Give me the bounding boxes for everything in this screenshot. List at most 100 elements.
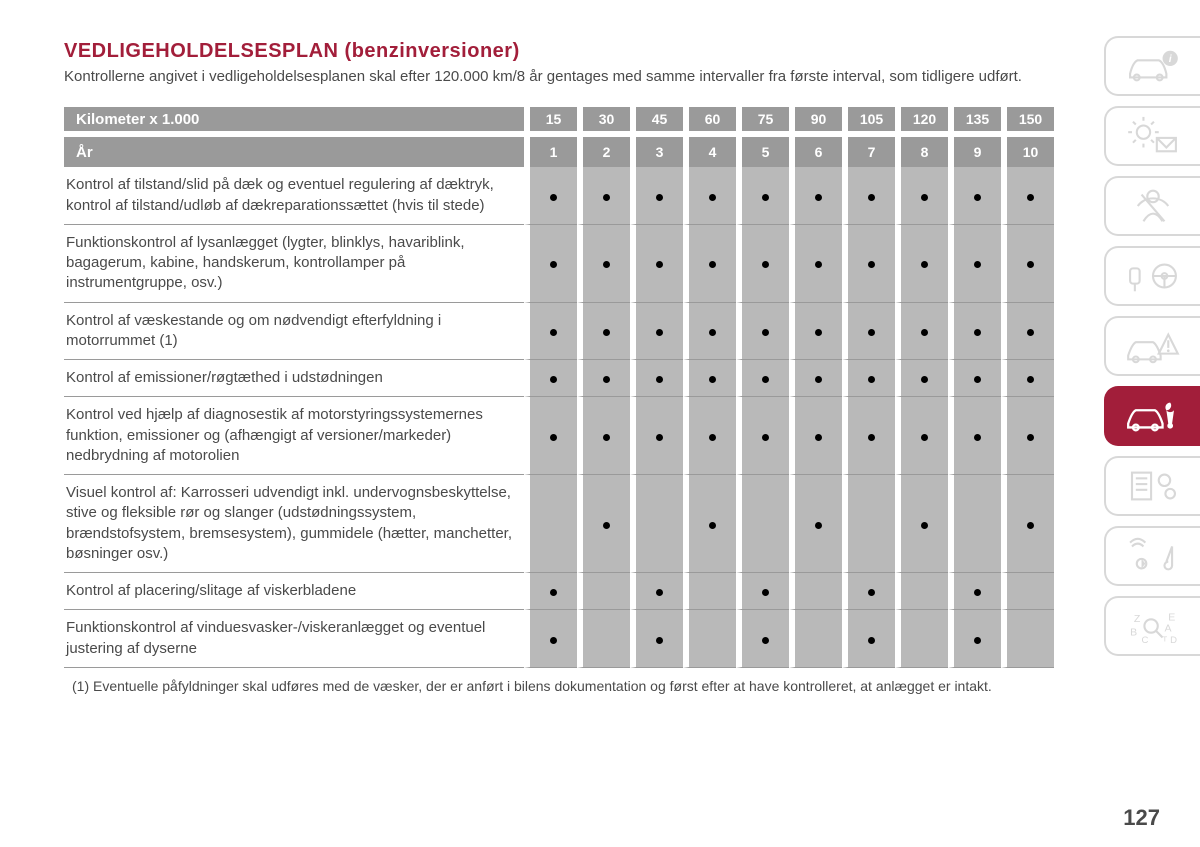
mark-cell xyxy=(948,360,1001,397)
dot-icon xyxy=(762,194,769,201)
dot-icon xyxy=(1027,522,1034,529)
mark-cell xyxy=(577,167,630,225)
mark-cell xyxy=(577,303,630,361)
dot-icon xyxy=(815,434,822,441)
header-km-value: 90 xyxy=(789,107,842,137)
dot-icon xyxy=(656,194,663,201)
dot-icon xyxy=(1027,194,1034,201)
header-km-value: 60 xyxy=(683,107,736,137)
dot-icon xyxy=(550,261,557,268)
dot-icon xyxy=(656,589,663,596)
dot-icon xyxy=(974,329,981,336)
dot-icon xyxy=(709,261,716,268)
mark-cell xyxy=(524,610,577,668)
page-number: 127 xyxy=(1123,805,1160,831)
tab-key-wheel[interactable] xyxy=(1104,246,1200,306)
dot-icon xyxy=(921,329,928,336)
page-title: VEDLIGEHOLDELSESPLAN (benzinversioner) xyxy=(64,40,1080,63)
dot-icon xyxy=(709,329,716,336)
mark-cell xyxy=(683,397,736,475)
mark-cell xyxy=(948,225,1001,303)
dot-icon xyxy=(603,434,610,441)
svg-text:T: T xyxy=(1163,634,1168,643)
header-yr-value: 6 xyxy=(789,137,842,167)
dot-icon xyxy=(762,261,769,268)
dot-icon xyxy=(550,194,557,201)
mark-cell xyxy=(842,167,895,225)
header-km-value: 15 xyxy=(524,107,577,137)
header-yr-value: 5 xyxy=(736,137,789,167)
table-row: Funktionskontrol af lysanlægget (lygter,… xyxy=(64,225,1054,303)
tab-lights[interactable] xyxy=(1104,106,1200,166)
dot-icon xyxy=(974,589,981,596)
mark-cell xyxy=(524,167,577,225)
header-km-label: Kilometer x 1.000 xyxy=(64,107,524,137)
row-description: Visuel kontrol af: Karrosseri udvendigt … xyxy=(64,475,524,573)
dot-icon xyxy=(921,261,928,268)
mark-cell xyxy=(577,397,630,475)
mark-cell xyxy=(1001,225,1054,303)
mark-cell xyxy=(842,225,895,303)
mark-cell xyxy=(948,303,1001,361)
row-description: Kontrol af placering/slitage af viskerbl… xyxy=(64,573,524,610)
dot-icon xyxy=(815,376,822,383)
header-km-value: 105 xyxy=(842,107,895,137)
dot-icon xyxy=(921,434,928,441)
header-yr-value: 4 xyxy=(683,137,736,167)
tab-maintenance[interactable] xyxy=(1104,386,1200,446)
header-yr-value: 9 xyxy=(948,137,1001,167)
dot-icon xyxy=(762,329,769,336)
header-yr-value: 3 xyxy=(630,137,683,167)
dot-icon xyxy=(762,376,769,383)
mark-cell xyxy=(630,397,683,475)
dot-icon xyxy=(603,522,610,529)
dot-icon xyxy=(603,261,610,268)
mark-cell xyxy=(1001,167,1054,225)
mark-cell xyxy=(842,360,895,397)
mark-cell xyxy=(736,225,789,303)
row-description: Kontrol ved hjælp af diagnosestik af mot… xyxy=(64,397,524,475)
tab-crash-warning[interactable] xyxy=(1104,316,1200,376)
tab-document-gears[interactable] xyxy=(1104,456,1200,516)
mark-cell xyxy=(736,167,789,225)
dot-icon xyxy=(868,194,875,201)
row-description: Funktionskontrol af lysanlægget (lygter,… xyxy=(64,225,524,303)
mark-cell xyxy=(736,573,789,610)
seatbelt-icon xyxy=(1124,185,1182,227)
table-row: Kontrol af tilstand/slid på dæk og event… xyxy=(64,167,1054,225)
mark-cell xyxy=(683,610,736,668)
svg-text:D: D xyxy=(1170,635,1177,646)
mark-cell xyxy=(577,610,630,668)
dot-icon xyxy=(550,376,557,383)
dot-icon xyxy=(974,261,981,268)
mark-cell xyxy=(789,167,842,225)
dot-icon xyxy=(974,637,981,644)
header-km-value: 150 xyxy=(1001,107,1054,137)
tab-seatbelt[interactable] xyxy=(1104,176,1200,236)
dot-icon xyxy=(868,261,875,268)
dot-icon xyxy=(550,434,557,441)
mark-cell xyxy=(683,475,736,573)
maintenance-icon xyxy=(1124,395,1182,437)
mark-cell xyxy=(630,360,683,397)
dot-icon xyxy=(1027,376,1034,383)
tab-index[interactable]: Z B C E A D T xyxy=(1104,596,1200,656)
header-km-value: 135 xyxy=(948,107,1001,137)
dot-icon xyxy=(709,522,716,529)
mark-cell xyxy=(524,573,577,610)
table-row: Kontrol af væskestande og om nødvendigt … xyxy=(64,303,1054,361)
mark-cell xyxy=(789,573,842,610)
tab-infotainment[interactable] xyxy=(1104,526,1200,586)
row-description: Funktionskontrol af vinduesvasker-/viske… xyxy=(64,610,524,668)
dot-icon xyxy=(762,589,769,596)
table-row: Kontrol ved hjælp af diagnosestik af mot… xyxy=(64,397,1054,475)
dot-icon xyxy=(603,194,610,201)
mark-cell xyxy=(524,225,577,303)
svg-text:Z: Z xyxy=(1134,613,1141,625)
header-yr-value: 8 xyxy=(895,137,948,167)
tab-car-info[interactable]: i xyxy=(1104,36,1200,96)
header-km-value: 45 xyxy=(630,107,683,137)
dot-icon xyxy=(656,261,663,268)
mark-cell xyxy=(895,225,948,303)
dot-icon xyxy=(868,637,875,644)
